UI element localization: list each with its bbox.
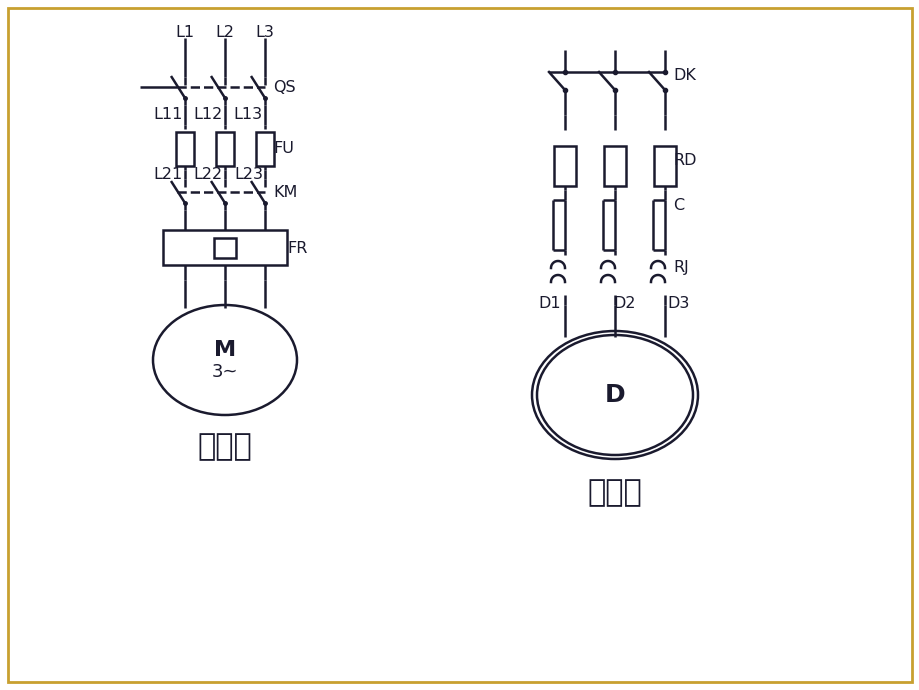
Text: QS: QS: [273, 79, 295, 95]
Text: RJ: RJ: [673, 259, 688, 275]
Ellipse shape: [537, 335, 692, 455]
Text: L3: L3: [255, 25, 274, 39]
Text: D2: D2: [612, 295, 635, 310]
Text: FR: FR: [287, 241, 307, 255]
Text: L11: L11: [153, 106, 183, 121]
Text: L12: L12: [194, 106, 222, 121]
Bar: [163, 230, 287, 265]
Text: 旧国标: 旧国标: [587, 478, 641, 508]
Text: L23: L23: [233, 166, 263, 181]
Text: RD: RD: [673, 152, 696, 168]
Text: D: D: [604, 383, 625, 407]
Text: D1: D1: [538, 295, 561, 310]
Text: 新国标: 新国标: [198, 433, 252, 462]
Text: C: C: [673, 197, 684, 213]
Ellipse shape: [153, 305, 297, 415]
Text: L13: L13: [233, 106, 263, 121]
Text: L2: L2: [215, 25, 234, 39]
Bar: [553, 146, 575, 186]
Bar: [214, 238, 236, 258]
Bar: [255, 132, 274, 166]
Bar: [216, 132, 233, 166]
Text: 3~: 3~: [211, 363, 238, 381]
Bar: [653, 146, 675, 186]
Text: L21: L21: [153, 166, 183, 181]
Text: D3: D3: [666, 295, 688, 310]
Text: FU: FU: [273, 141, 293, 155]
Bar: [604, 146, 625, 186]
Ellipse shape: [531, 331, 698, 459]
Text: KM: KM: [273, 184, 297, 199]
Text: L22: L22: [194, 166, 222, 181]
Text: L1: L1: [176, 25, 194, 39]
Text: DK: DK: [673, 68, 695, 83]
Text: M: M: [214, 340, 236, 360]
Bar: [176, 132, 194, 166]
